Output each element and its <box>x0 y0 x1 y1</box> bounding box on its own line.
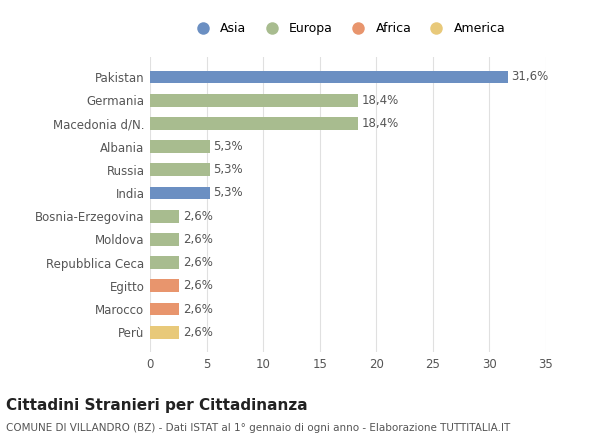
Bar <box>150 303 179 315</box>
Text: 5,3%: 5,3% <box>214 187 243 199</box>
Bar <box>150 94 358 106</box>
Text: 31,6%: 31,6% <box>511 70 548 84</box>
Text: 2,6%: 2,6% <box>183 256 212 269</box>
Text: 5,3%: 5,3% <box>214 140 243 153</box>
Bar <box>150 233 179 246</box>
Bar <box>150 256 179 269</box>
Text: 5,3%: 5,3% <box>214 163 243 176</box>
Text: Cittadini Stranieri per Cittadinanza: Cittadini Stranieri per Cittadinanza <box>6 398 308 413</box>
Text: 2,6%: 2,6% <box>183 233 212 246</box>
Text: 18,4%: 18,4% <box>362 117 399 130</box>
Text: 2,6%: 2,6% <box>183 210 212 223</box>
Bar <box>150 70 508 83</box>
Bar <box>150 117 358 130</box>
Bar <box>150 163 210 176</box>
Legend: Asia, Europa, Africa, America: Asia, Europa, Africa, America <box>190 22 506 35</box>
Text: 2,6%: 2,6% <box>183 279 212 292</box>
Bar <box>150 210 179 223</box>
Text: 2,6%: 2,6% <box>183 303 212 315</box>
Bar <box>150 326 179 339</box>
Bar <box>150 187 210 199</box>
Bar <box>150 140 210 153</box>
Bar <box>150 279 179 292</box>
Text: 18,4%: 18,4% <box>362 94 399 106</box>
Text: COMUNE DI VILLANDRO (BZ) - Dati ISTAT al 1° gennaio di ogni anno - Elaborazione : COMUNE DI VILLANDRO (BZ) - Dati ISTAT al… <box>6 423 510 433</box>
Text: 2,6%: 2,6% <box>183 326 212 339</box>
